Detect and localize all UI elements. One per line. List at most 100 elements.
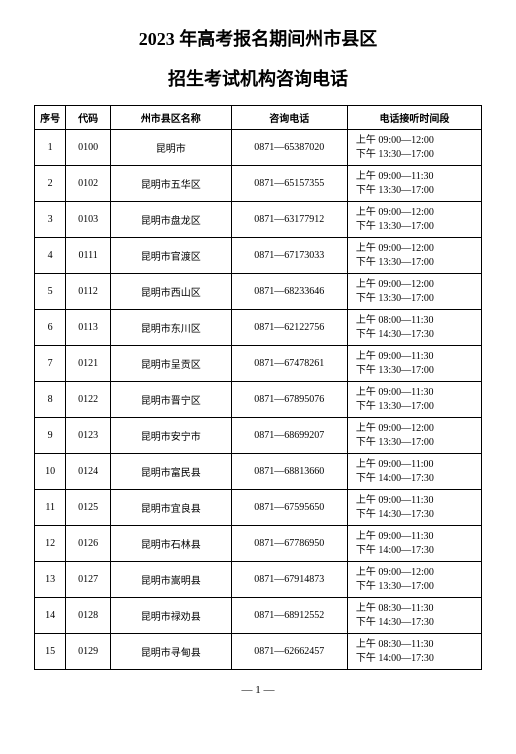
cell-idx: 11 bbox=[35, 490, 66, 526]
cell-time: 上午 08:30—11:30下午 14:00—17:30 bbox=[347, 634, 481, 670]
cell-time: 上午 09:00—11:30下午 13:30—17:00 bbox=[347, 346, 481, 382]
time-pm: 下午 13:30—17:00 bbox=[356, 400, 480, 414]
time-pm: 下午 13:30—17:00 bbox=[356, 436, 480, 450]
cell-phone: 0871—68699207 bbox=[231, 418, 347, 454]
table-header-row: 序号 代码 州市县区名称 咨询电话 电话接听时间段 bbox=[35, 106, 482, 130]
header-time: 电话接听时间段 bbox=[347, 106, 481, 130]
table-row: 70121昆明市呈贡区0871—67478261上午 09:00—11:30下午… bbox=[35, 346, 482, 382]
cell-idx: 15 bbox=[35, 634, 66, 670]
time-am: 上午 09:00—12:00 bbox=[356, 134, 480, 148]
cell-code: 0124 bbox=[66, 454, 111, 490]
time-am: 上午 09:00—12:00 bbox=[356, 242, 480, 256]
cell-idx: 12 bbox=[35, 526, 66, 562]
time-am: 上午 09:00—11:30 bbox=[356, 386, 480, 400]
time-am: 上午 09:00—11:00 bbox=[356, 458, 480, 472]
cell-code: 0129 bbox=[66, 634, 111, 670]
time-pm: 下午 14:30—17:30 bbox=[356, 508, 480, 522]
title-line-1: 2023 年高考报名期间州市县区 bbox=[34, 20, 482, 60]
time-pm: 下午 13:30—17:00 bbox=[356, 220, 480, 234]
cell-name: 昆明市富民县 bbox=[110, 454, 231, 490]
table-row: 20102昆明市五华区0871—65157355上午 09:00—11:30下午… bbox=[35, 166, 482, 202]
cell-phone: 0871—67786950 bbox=[231, 526, 347, 562]
table-row: 130127昆明市嵩明县0871—67914873上午 09:00—12:00下… bbox=[35, 562, 482, 598]
time-pm: 下午 14:00—17:30 bbox=[356, 472, 480, 486]
cell-name: 昆明市石林县 bbox=[110, 526, 231, 562]
cell-idx: 10 bbox=[35, 454, 66, 490]
cell-phone: 0871—67595650 bbox=[231, 490, 347, 526]
cell-code: 0125 bbox=[66, 490, 111, 526]
table-row: 90123昆明市安宁市0871—68699207 上午 09:00—12:00下午… bbox=[35, 418, 482, 454]
cell-time: 上午 09:00—11:30下午 13:30—17:00 bbox=[347, 382, 481, 418]
table-row: 100124昆明市富民县0871—68813660上午 09:00—11:00下… bbox=[35, 454, 482, 490]
cell-code: 0100 bbox=[66, 130, 111, 166]
cell-phone: 0871—67173033 bbox=[231, 238, 347, 274]
cell-name: 昆明市寻甸县 bbox=[110, 634, 231, 670]
cell-name: 昆明市禄劝县 bbox=[110, 598, 231, 634]
table-row: 40111昆明市官渡区0871—67173033上午 09:00—12:00下午… bbox=[35, 238, 482, 274]
cell-idx: 2 bbox=[35, 166, 66, 202]
table-row: 120126昆明市石林县0871—67786950上午 09:00—11:30下… bbox=[35, 526, 482, 562]
time-am: 上午 09:00—11:30 bbox=[356, 350, 480, 364]
cell-code: 0103 bbox=[66, 202, 111, 238]
cell-code: 0123 bbox=[66, 418, 111, 454]
cell-name: 昆明市呈贡区 bbox=[110, 346, 231, 382]
cell-phone: 0871—68912552 bbox=[231, 598, 347, 634]
time-am: 上午 09:00—11:30 bbox=[356, 170, 480, 184]
table-row: 30103昆明市盘龙区0871—63177912上午 09:00—12:00下午… bbox=[35, 202, 482, 238]
cell-time: 上午 09:00—12:00下午 13:30—17:00 bbox=[347, 562, 481, 598]
cell-time: 上午 09:00—12:00下午 13:30—17:00 bbox=[347, 130, 481, 166]
time-pm: 下午 14:00—17:30 bbox=[356, 652, 480, 666]
time-am: 上午 09:00—11:30 bbox=[356, 530, 480, 544]
table-row: 80122昆明市晋宁区0871—67895076上午 09:00—11:30下午… bbox=[35, 382, 482, 418]
time-pm: 下午 13:30—17:00 bbox=[356, 292, 480, 306]
cell-idx: 14 bbox=[35, 598, 66, 634]
cell-idx: 13 bbox=[35, 562, 66, 598]
cell-phone: 0871—65387020 bbox=[231, 130, 347, 166]
cell-code: 0113 bbox=[66, 310, 111, 346]
time-am: 上午 09:00—12:00 bbox=[356, 278, 480, 292]
cell-name: 昆明市东川区 bbox=[110, 310, 231, 346]
cell-name: 昆明市晋宁区 bbox=[110, 382, 231, 418]
cell-phone: 0871—67914873 bbox=[231, 562, 347, 598]
cell-name: 昆明市盘龙区 bbox=[110, 202, 231, 238]
time-am: 上午 09:00—12:00 bbox=[356, 422, 480, 436]
cell-idx: 5 bbox=[35, 274, 66, 310]
cell-time: 上午 09:00—12:00下午 13:30—17:00 bbox=[347, 238, 481, 274]
time-am: 上午 08:30—11:30 bbox=[356, 602, 480, 616]
time-am: 上午 08:30—11:30 bbox=[356, 638, 480, 652]
cell-code: 0127 bbox=[66, 562, 111, 598]
title-line-2: 招生考试机构咨询电话 bbox=[34, 60, 482, 100]
time-pm: 下午 13:30—17:00 bbox=[356, 256, 480, 270]
cell-name: 昆明市 bbox=[110, 130, 231, 166]
cell-idx: 9 bbox=[35, 418, 66, 454]
cell-name: 昆明市嵩明县 bbox=[110, 562, 231, 598]
cell-time: 上午 09:00—11:30下午 14:00—17:30 bbox=[347, 526, 481, 562]
cell-phone: 0871—68233646 bbox=[231, 274, 347, 310]
cell-code: 0112 bbox=[66, 274, 111, 310]
table-row: 150129昆明市寻甸县0871—62662457上午 08:30—11:30下… bbox=[35, 634, 482, 670]
cell-code: 0102 bbox=[66, 166, 111, 202]
cell-time: 上午 09:00—12:00下午 13:30—17:00 bbox=[347, 274, 481, 310]
cell-name: 昆明市安宁市 bbox=[110, 418, 231, 454]
cell-time: 上午 08:00—11:30下午 14:30—17:30 bbox=[347, 310, 481, 346]
table-row: 10100昆明市0871—65387020上午 09:00—12:00下午 13… bbox=[35, 130, 482, 166]
cell-time: 上午 09:00—12:00下午 13:30—17:00 bbox=[347, 202, 481, 238]
cell-phone: 0871—62662457 bbox=[231, 634, 347, 670]
cell-code: 0122 bbox=[66, 382, 111, 418]
cell-idx: 1 bbox=[35, 130, 66, 166]
cell-time: 上午 09:00—11:30下午 14:30—17:30 bbox=[347, 490, 481, 526]
table-row: 50112昆明市西山区0871—68233646上午 09:00—12:00下午… bbox=[35, 274, 482, 310]
table-row: 140128昆明市禄劝县0871—68912552上午 08:30—11:30下… bbox=[35, 598, 482, 634]
time-pm: 下午 13:30—17:00 bbox=[356, 364, 480, 378]
time-am: 上午 09:00—12:00 bbox=[356, 566, 480, 580]
cell-code: 0128 bbox=[66, 598, 111, 634]
page-number: — 1 — bbox=[34, 684, 482, 696]
cell-idx: 3 bbox=[35, 202, 66, 238]
cell-idx: 4 bbox=[35, 238, 66, 274]
cell-code: 0121 bbox=[66, 346, 111, 382]
cell-phone: 0871—67478261 bbox=[231, 346, 347, 382]
cell-idx: 8 bbox=[35, 382, 66, 418]
header-idx: 序号 bbox=[35, 106, 66, 130]
time-am: 上午 09:00—11:30 bbox=[356, 494, 480, 508]
cell-name: 昆明市五华区 bbox=[110, 166, 231, 202]
